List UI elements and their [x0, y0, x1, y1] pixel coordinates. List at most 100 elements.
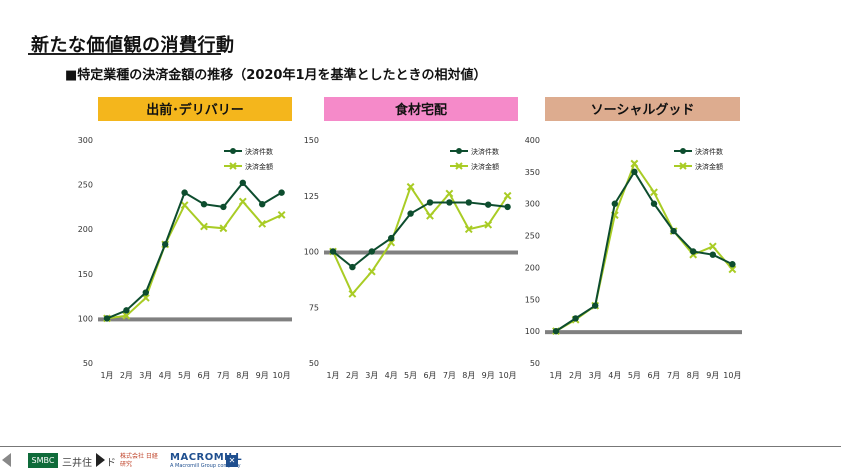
data-point-amount: [728, 265, 737, 274]
data-point-count: [123, 307, 130, 314]
y-tick-label: 125: [304, 192, 319, 201]
chart-header-bg: [324, 97, 518, 121]
x-tick-label: 3月: [365, 371, 378, 380]
x-tick-label: 2月: [120, 371, 133, 380]
data-point-amount: [277, 211, 286, 219]
x-tick-label: 10月: [723, 371, 741, 380]
y-tick-label: 50: [530, 359, 540, 368]
legend-label-amount: 決済金額: [695, 162, 723, 171]
data-point-count: [729, 261, 736, 268]
data-point-amount: [200, 222, 208, 231]
data-point-amount: [122, 311, 131, 320]
x-tick-label: 1月: [549, 371, 562, 380]
next-slide-icon[interactable]: [96, 453, 105, 467]
y-tick-label: 100: [304, 248, 319, 257]
macromill-logo-sub: A Macromill Group company: [170, 463, 241, 469]
data-point-amount: [445, 189, 454, 198]
series-line-amount: [332, 184, 509, 296]
data-point-count: [368, 248, 375, 255]
x-tick-label: 3月: [589, 371, 602, 380]
x-tick-label: 8月: [236, 371, 249, 380]
data-point-count: [552, 327, 560, 335]
data-point-count: [572, 315, 579, 322]
data-point-count: [103, 315, 111, 322]
y-tick-label: 300: [78, 136, 93, 145]
data-point-amount: [484, 220, 493, 229]
y-tick-label: 250: [525, 232, 540, 241]
legend-label-count: 決済件数: [695, 147, 723, 156]
x-tick-label: 4月: [159, 371, 172, 380]
chart-header-bg: [545, 97, 740, 121]
legend-label-amount: 決済金額: [245, 162, 273, 171]
data-point-count: [650, 200, 658, 207]
x-tick-label: 10月: [499, 371, 517, 380]
y-tick-label: 50: [83, 359, 93, 368]
data-point-amount: [367, 267, 376, 276]
y-tick-label: 400: [525, 136, 540, 145]
legend-marker-amount: [679, 162, 687, 170]
series-line-count: [555, 169, 733, 332]
data-point-amount: [180, 201, 189, 210]
data-point-count: [239, 179, 246, 187]
data-point-count: [162, 241, 169, 248]
x-tick-label: 7月: [667, 371, 680, 380]
prev-slide-icon[interactable]: [2, 453, 11, 467]
chart-1: 出前･デリバリー 50 100 150 200 250 300 1月 2月 3月 4月 5月 6月 7月 8…: [78, 97, 292, 380]
data-point-count: [709, 251, 716, 258]
footer: SMBC 三井住 ド 株式会社 日経研究 MACROMILL A Macromi…: [0, 450, 300, 472]
data-point-count: [592, 302, 599, 309]
series-line-count: [106, 181, 283, 320]
legend-marker-amount: [229, 162, 237, 170]
data-point-count: [329, 248, 337, 255]
chart-2: 食材宅配 50 75 100 125 150 1月 2月 3月 4月 5月 6月 7月 8月 9月 10月 決済…: [304, 97, 518, 380]
baseline-band: [98, 317, 292, 322]
data-point-amount: [650, 188, 658, 197]
x-tick-label: 7月: [217, 371, 230, 380]
y-tick-label: 150: [304, 136, 319, 145]
x-tick-label: 4月: [385, 371, 398, 380]
data-point-count: [670, 227, 677, 235]
data-point-count: [388, 234, 395, 242]
chart-3: ソーシャルグッド 50 100 150 200 250 300 350 400 1月 2月 3月 4月 5…: [525, 97, 742, 380]
data-point-count: [278, 189, 285, 196]
x-tick-label: 1月: [100, 371, 113, 380]
x-tick-label: 1月: [326, 371, 339, 380]
data-point-count: [631, 168, 638, 176]
chart-header-bg: [98, 97, 292, 121]
page-subtitle: ■特定業種の決済金額の推移（2020年1月を基準としたときの相対値）: [65, 68, 487, 83]
data-point-amount: [219, 224, 228, 233]
data-point-count: [259, 201, 266, 208]
data-point-count: [349, 263, 356, 271]
x-tick-label: 9月: [256, 371, 269, 380]
y-tick-label: 250: [78, 181, 93, 190]
baseline-band: [545, 330, 742, 335]
title-underline: [28, 53, 221, 55]
y-tick-label: 300: [525, 200, 540, 209]
x-tick-label: 9月: [482, 371, 495, 380]
x-tick-label: 6月: [647, 371, 660, 380]
x-tick-label: 6月: [197, 371, 210, 380]
legend-marker-count: [230, 148, 236, 154]
x-tick-label: 9月: [706, 371, 719, 380]
page-title: 新たな価値観の消費行動: [31, 35, 235, 56]
x-tick-label: 2月: [346, 371, 359, 380]
data-point-count: [465, 199, 472, 206]
charts-area: 出前･デリバリー 50 100 150 200 250 300 1月 2月 3月 4月 5月 6月 7月 8…: [78, 97, 742, 380]
macromill-logo: MACROMILL: [170, 452, 243, 463]
data-point-count: [407, 210, 414, 217]
data-point-amount: [238, 197, 247, 206]
data-point-count: [142, 289, 149, 296]
y-tick-label: 150: [525, 295, 540, 304]
series-line-count: [332, 201, 508, 269]
data-point-amount: [708, 242, 717, 251]
x-tick-label: 6月: [423, 371, 436, 380]
x-tick-label: 3月: [139, 371, 152, 380]
data-point-amount: [503, 191, 512, 200]
legend-label-count: 決済件数: [245, 147, 273, 156]
data-point-amount: [426, 211, 434, 220]
legend-label-count: 決済件数: [471, 147, 499, 156]
data-point-count: [220, 203, 227, 211]
footer-divider: [0, 446, 841, 447]
series-line-amount: [106, 199, 283, 320]
